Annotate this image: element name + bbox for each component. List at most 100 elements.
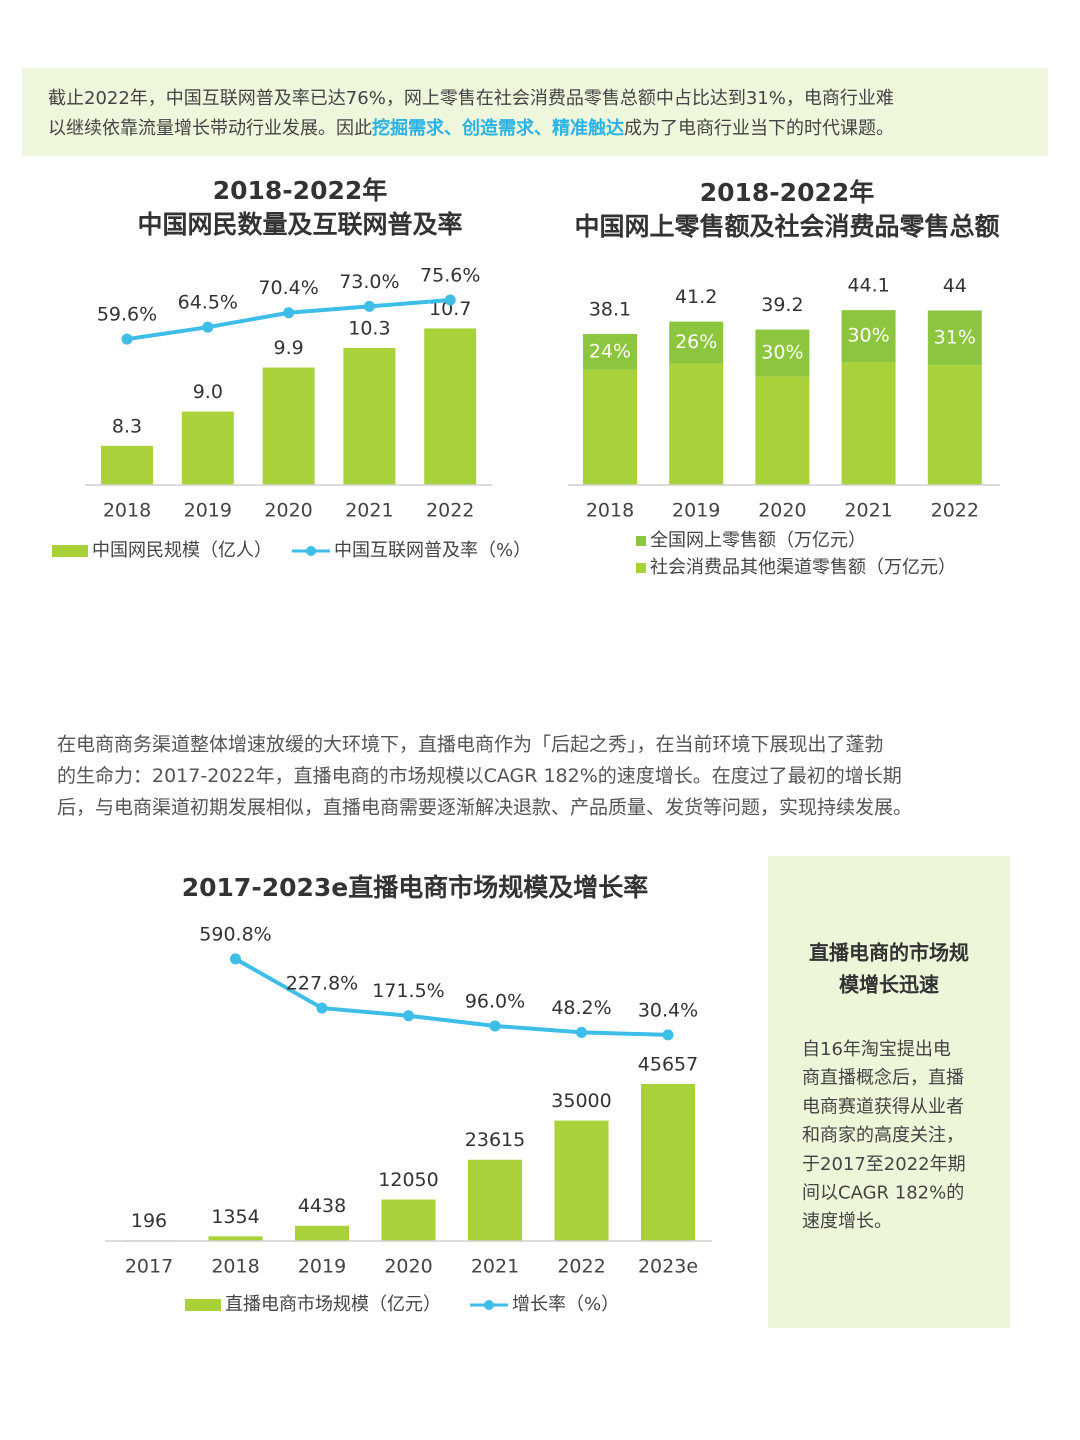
total-label: 44 xyxy=(943,275,967,297)
bar-segment xyxy=(669,363,724,485)
sidebar-body: 电商赛道获得从业者 xyxy=(802,1096,964,1117)
line-label: 96.0% xyxy=(465,990,525,1012)
sidebar-body: 和商家的高度关注， xyxy=(802,1125,964,1146)
line xyxy=(126,298,451,342)
x-tick-label: 2019 xyxy=(184,500,232,522)
intro-line: 以继续依靠流量增长带动行业发展。因此挖掘需求、创造需求、精准触达成为了电商行业当… xyxy=(48,117,894,139)
x-tick-label: 2018 xyxy=(211,1256,259,1278)
legend-swatch xyxy=(636,536,646,546)
total-label: 38.1 xyxy=(589,298,631,320)
x-tick-label: 2020 xyxy=(264,500,312,522)
line-label: 70.4% xyxy=(258,277,318,299)
sidebar-title: 直播电商的市场规 xyxy=(809,941,969,965)
line-label: 171.5% xyxy=(372,980,444,1002)
sidebar-title: 模增长迅速 xyxy=(839,973,939,997)
total-label: 41.2 xyxy=(675,286,717,308)
chart-title: 中国网上零售额及社会消费品零售总额 xyxy=(574,212,999,241)
legend-label: 社会消费品其他渠道零售额（万亿元） xyxy=(650,557,956,578)
line-point xyxy=(444,294,456,306)
x-tick-label: 2019 xyxy=(298,1256,346,1278)
x-tick-label: 2021 xyxy=(471,1256,519,1278)
line-point xyxy=(363,300,375,312)
bar xyxy=(181,411,234,485)
line-point xyxy=(489,1020,501,1032)
line-point xyxy=(121,333,133,345)
x-tick-label: 2022 xyxy=(426,500,474,522)
x-tick-label: 2021 xyxy=(345,500,393,522)
line-label: 227.8% xyxy=(286,973,358,995)
intro-text: 成为了电商行业当下的时代课题。 xyxy=(624,118,894,139)
share-label: 31% xyxy=(934,326,976,348)
bar-segment xyxy=(927,310,982,366)
bar xyxy=(641,1083,695,1241)
line-point xyxy=(316,1002,328,1014)
legend-swatch xyxy=(636,563,646,573)
legend-label: 增长率（%） xyxy=(512,1294,619,1315)
line-point xyxy=(662,1029,674,1041)
x-tick-label: 2022 xyxy=(931,500,979,522)
bar-label: 23615 xyxy=(465,1129,525,1151)
bar xyxy=(424,328,477,485)
line-label: 30.4% xyxy=(638,999,698,1021)
legend-label: 全国网上零售额（万亿元） xyxy=(650,530,866,551)
bar xyxy=(208,1236,263,1241)
bar-label: 1354 xyxy=(211,1206,259,1228)
legend-swatch xyxy=(52,545,88,557)
intro-box xyxy=(22,68,1048,156)
bar-segment xyxy=(583,333,637,370)
share-label: 30% xyxy=(761,341,803,363)
line-point xyxy=(403,1010,414,1022)
line xyxy=(234,957,669,1037)
legend-swatch xyxy=(185,1299,221,1311)
bar-label: 12050 xyxy=(378,1169,438,1191)
x-tick-label: 2020 xyxy=(384,1256,432,1278)
sidebar-body: 间以CAGR 182%的 xyxy=(802,1183,964,1204)
x-tick-label: 2020 xyxy=(758,500,806,522)
bar-segment xyxy=(841,362,896,485)
share-label: 26% xyxy=(675,331,717,353)
legend-label: 中国网民规模（亿人） xyxy=(92,540,272,561)
line-point xyxy=(283,307,295,319)
bar-segment xyxy=(927,365,982,485)
bar-segment xyxy=(669,321,724,364)
chart-title: 中国网民数量及互联网普及率 xyxy=(137,210,462,239)
line-label: 48.2% xyxy=(551,997,611,1019)
paragraph-line: 的生命力：2017-2022年，直播电商的市场规模以CAGR 182%的速度增长… xyxy=(57,765,902,787)
bar-segment xyxy=(755,329,810,377)
legend-label: 直播电商市场规模（亿元） xyxy=(225,1294,441,1315)
bar xyxy=(101,445,153,485)
legend-marker xyxy=(306,546,316,556)
bar-label: 196 xyxy=(131,1210,167,1232)
legend-marker xyxy=(484,1300,494,1310)
bar-label: 10.7 xyxy=(429,298,471,320)
bar xyxy=(381,1199,436,1241)
intro-highlight: 挖掘需求、创造需求、精准触达 xyxy=(372,117,624,139)
share-label: 30% xyxy=(847,325,889,347)
sidebar-body: 商直播概念后，直播 xyxy=(802,1067,964,1089)
bar-label: 10.3 xyxy=(348,317,390,339)
sidebar-body: 于2017至2022年期 xyxy=(802,1154,966,1175)
total-label: 39.2 xyxy=(761,294,803,316)
chart-title: 2017-2023e直播电商市场规模及增长率 xyxy=(182,873,649,902)
chart-title: 2018-2022年 xyxy=(213,176,388,205)
bar-segment xyxy=(841,310,896,363)
bar-segment xyxy=(755,376,810,485)
x-tick-label: 2017 xyxy=(125,1256,173,1278)
line-point xyxy=(202,321,214,333)
intro-text: 以继续依靠流量增长带动行业发展。因此 xyxy=(48,118,372,139)
bar xyxy=(295,1225,349,1241)
bar-label: 4438 xyxy=(298,1195,346,1217)
x-tick-label: 2023e xyxy=(638,1256,698,1278)
share-label: 24% xyxy=(589,340,631,362)
sidebar-box xyxy=(768,856,1010,1328)
x-tick-label: 2018 xyxy=(103,500,151,522)
line-label: 590.8% xyxy=(199,923,271,945)
x-tick-label: 2022 xyxy=(557,1256,605,1278)
legend-label: 中国互联网普及率（%） xyxy=(334,540,531,561)
line-label: 64.5% xyxy=(178,292,238,314)
chart-title: 2018-2022年 xyxy=(700,178,875,207)
bar-label: 35000 xyxy=(551,1090,611,1112)
paragraph-line: 后，与电商渠道初期发展相似，直播电商需要逐渐解决退款、产品质量、发货等问题，实现… xyxy=(57,797,912,819)
bar xyxy=(554,1120,609,1241)
